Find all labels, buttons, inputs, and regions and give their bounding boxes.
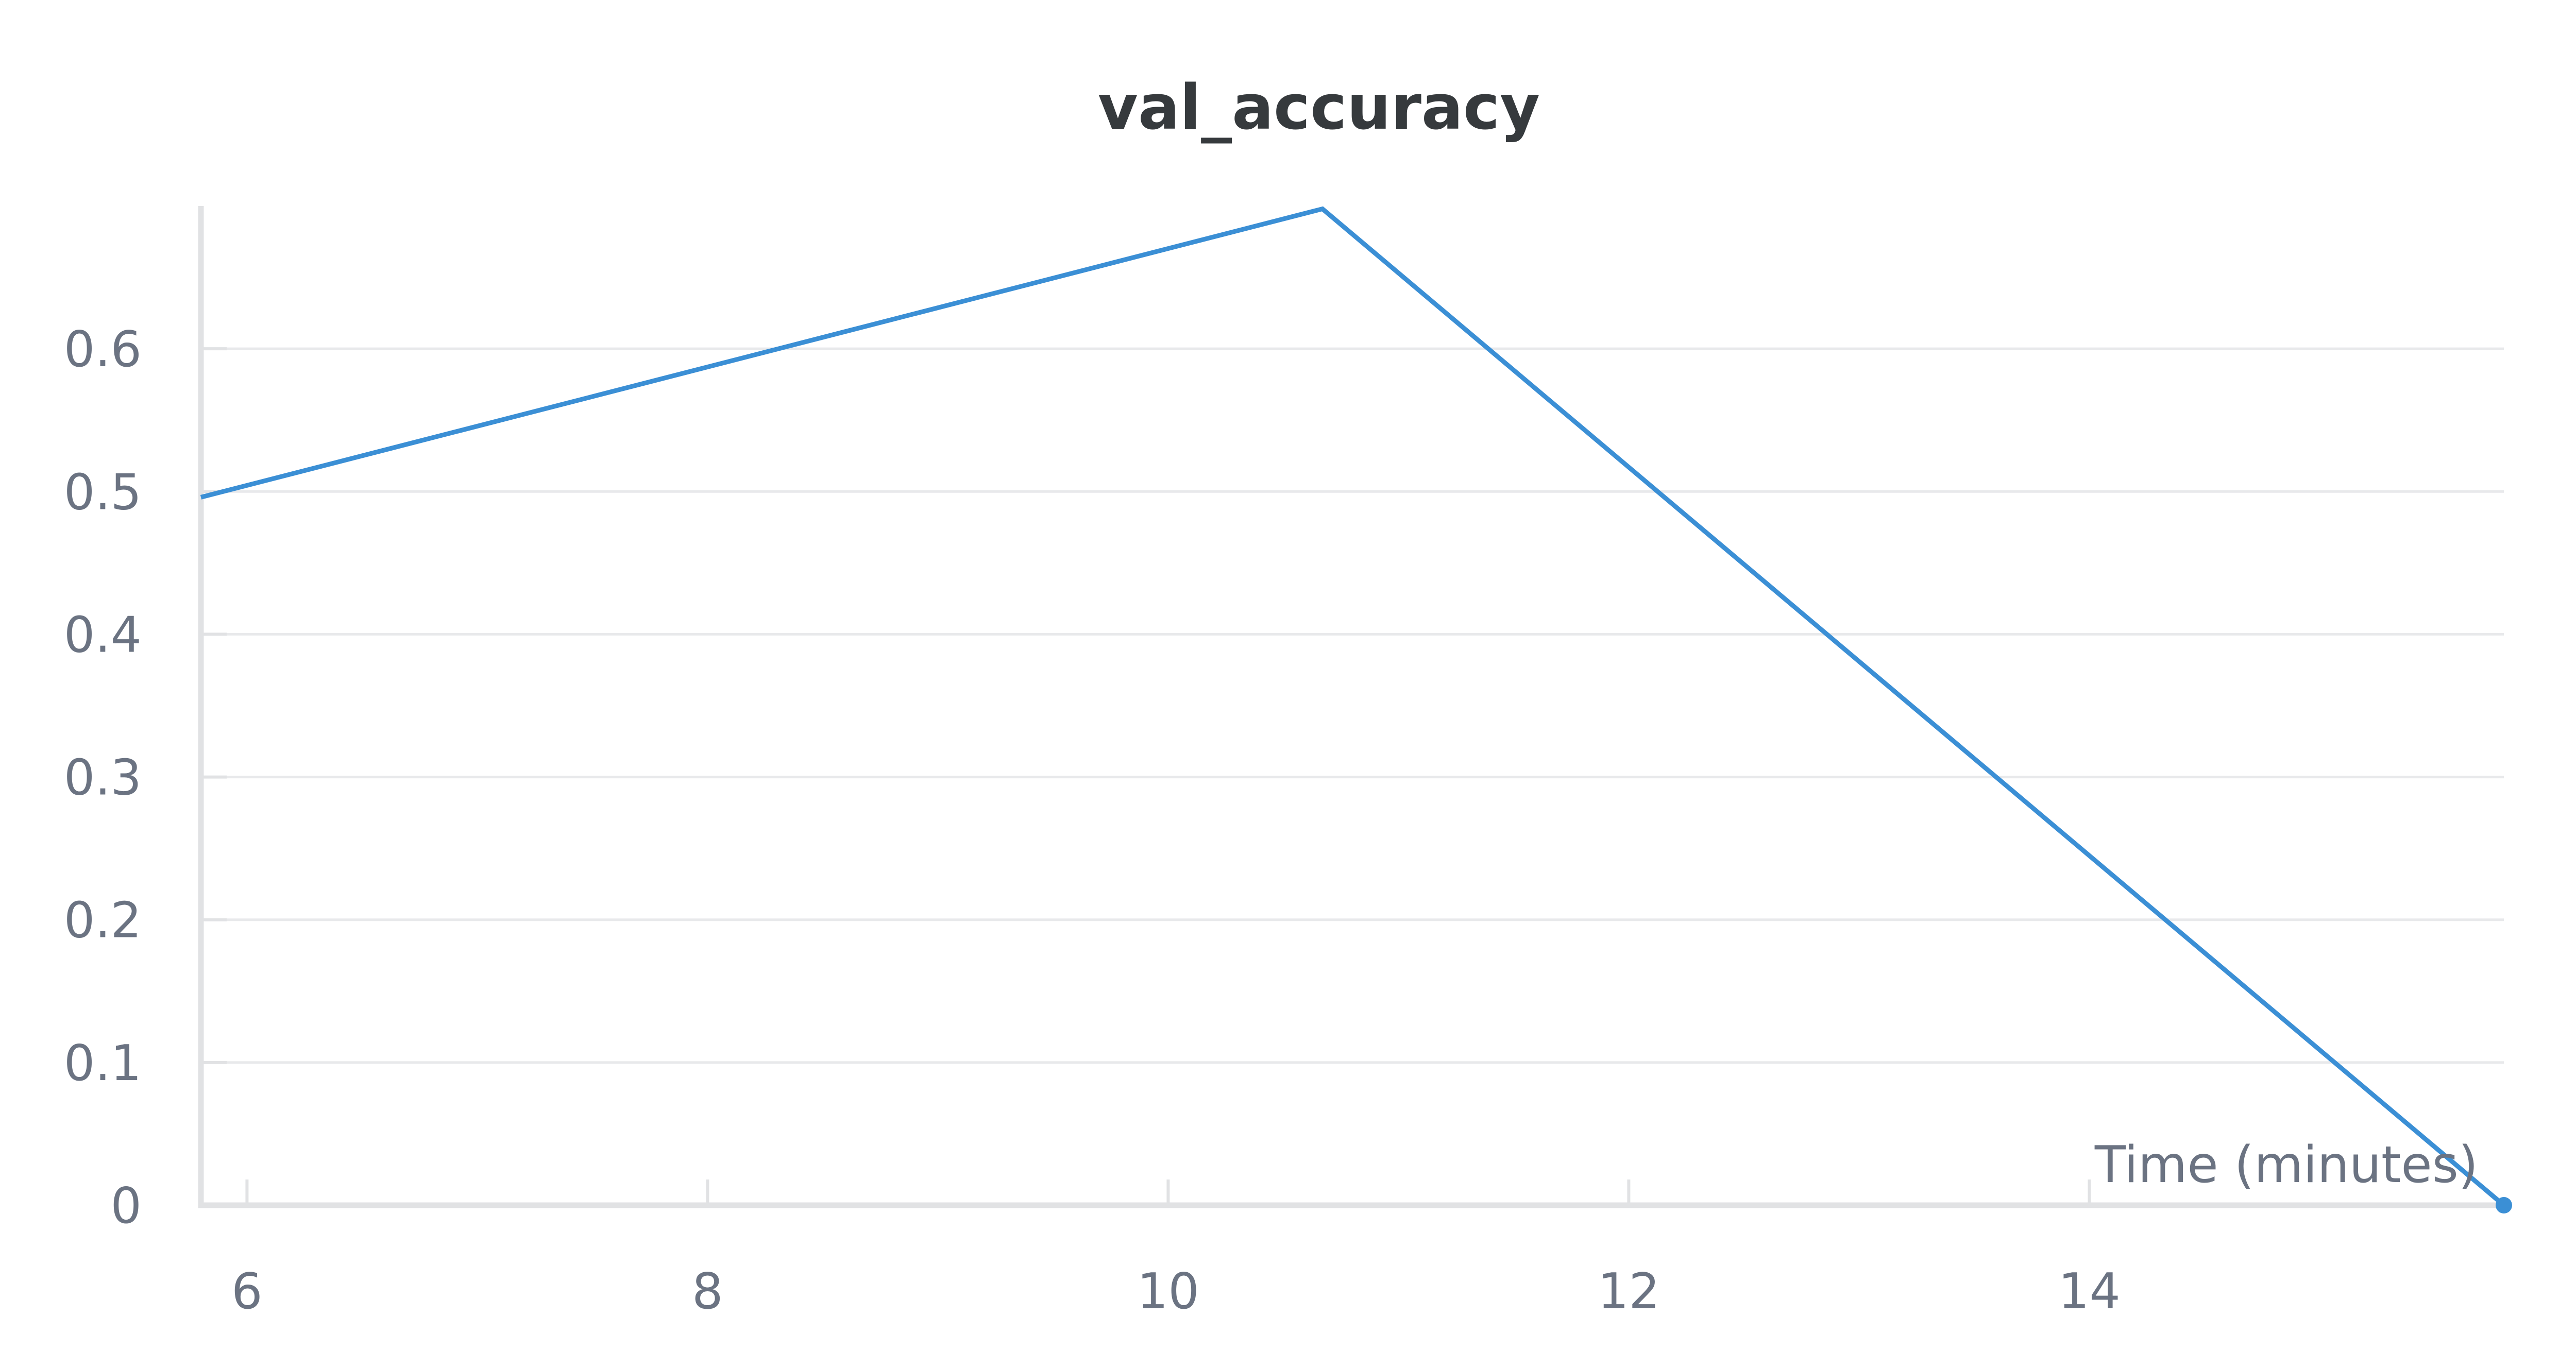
y-tick-label: 0.4 [64,607,142,663]
series-line [200,206,2505,1207]
x-tick-label: 6 [231,1263,262,1320]
x-axis-title: Time (minutes) [2094,1136,2478,1194]
y-axis-ticks: 0 0.1 0.2 0.3 0.4 0.5 0.6 [64,321,227,1235]
grid-lines [201,347,2504,1064]
chart-title: val_accuracy [1097,72,1540,144]
series-end-point [2496,1197,2512,1213]
y-tick-label: 0.3 [64,750,142,807]
x-axis-ticks: 6 8 10 12 14 [231,1179,2121,1320]
y-tick-label: 0 [111,1178,142,1235]
y-tick-label: 0.6 [64,321,142,378]
y-tick-label: 0.5 [64,464,142,521]
y-tick-label: 0.1 [64,1035,142,1092]
y-tick-label: 0.2 [64,893,142,949]
x-tick-label: 14 [2058,1263,2121,1320]
x-tick-label: 10 [1137,1263,1199,1320]
x-tick-label: 8 [692,1263,723,1320]
x-tick-label: 12 [1598,1263,1660,1320]
series-group [200,206,2512,1213]
axes [198,206,2504,1208]
